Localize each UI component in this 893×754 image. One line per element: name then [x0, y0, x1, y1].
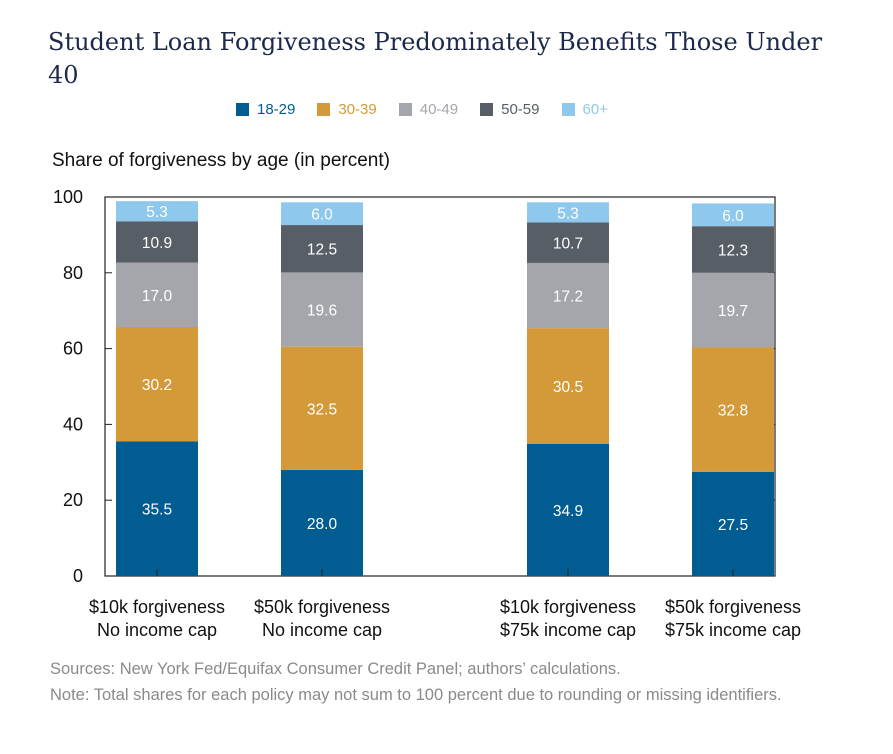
category-label: $10k forgiveness [500, 597, 636, 617]
data-label: 5.3 [146, 204, 168, 221]
bar-segment-30-39 [116, 326, 198, 442]
category-label: $75k income cap [500, 620, 636, 640]
y-tick-label: 40 [63, 414, 83, 434]
data-label: 12.3 [718, 242, 748, 259]
category-label: $50k forgiveness [665, 597, 801, 617]
legend-swatch [480, 103, 494, 116]
plot-frame [104, 196, 776, 577]
bar-segment-50-59 [116, 221, 198, 263]
legend-swatch [317, 103, 331, 116]
chart-title: Student Loan Forgiveness Predominately B… [48, 28, 823, 89]
y-axis-label: Share of forgiveness by age (in percent) [52, 150, 390, 171]
y-tick-label: 60 [63, 339, 83, 359]
bar-segment-60+ [116, 201, 198, 222]
chart-legend: 18-29 30-39 40-49 50-59 60+ [236, 101, 608, 118]
legend-label: 18-29 [257, 101, 296, 118]
bar-segment-18-29 [692, 471, 774, 576]
category-label: No income cap [97, 620, 217, 640]
bar-segment-40-49 [527, 262, 609, 329]
legend-item-18-29: 18-29 [236, 101, 295, 118]
data-label: 6.0 [311, 207, 333, 224]
sources-note: Sources: New York Fed/Equifax Consumer C… [50, 660, 621, 678]
data-label: 19.6 [307, 303, 337, 320]
data-label: 5.3 [557, 205, 579, 222]
data-label: 32.8 [718, 403, 748, 420]
bar-segment-60+ [281, 202, 363, 226]
legend-item-50-59: 50-59 [480, 101, 540, 118]
data-label: 17.0 [142, 288, 173, 305]
stacked-bar-chart: 0 20 40 60 80 100 35.5 30.2 17.0 10.9 5.3 $10k forg… [53, 187, 801, 640]
legend-swatch [561, 103, 575, 116]
category-label: No income cap [262, 620, 382, 640]
data-label: 30.5 [553, 379, 583, 396]
data-label: 28.0 [307, 516, 338, 533]
bar-segment-18-29 [281, 469, 363, 576]
bar-segment-18-29 [527, 443, 609, 576]
category-label: $10k forgiveness [89, 597, 225, 617]
bar-segment-50-59 [527, 222, 609, 263]
rounding-note: Note: Total shares for each policy may n… [50, 686, 782, 704]
bar-segment-40-49 [116, 262, 198, 327]
bar-segment-30-39 [692, 347, 774, 472]
y-tick-label: 0 [73, 566, 83, 586]
legend-item-40-49: 40-49 [398, 101, 459, 118]
legend-label: 60+ [582, 101, 608, 118]
bar-segment-30-39 [527, 328, 609, 444]
data-label: 27.5 [718, 517, 748, 534]
y-tick-label: 20 [63, 490, 83, 510]
data-label: 10.9 [142, 235, 172, 252]
data-label: 35.5 [142, 502, 172, 519]
legend-swatch [398, 103, 412, 116]
chart-footer: Sources: New York Fed/Equifax Consumer C… [50, 656, 850, 708]
bar-segment-60+ [527, 202, 609, 223]
data-label: 34.9 [553, 503, 583, 520]
legend-swatch [236, 103, 249, 116]
data-label: 30.2 [142, 377, 172, 394]
bar-segment-30-39 [281, 346, 363, 470]
bar-segment-50-59 [281, 225, 363, 273]
data-label: 17.2 [553, 289, 583, 306]
data-label: 32.5 [307, 401, 337, 418]
data-label: 6.0 [722, 208, 744, 225]
bar-segment-40-49 [281, 272, 363, 347]
bar-segment-50-59 [692, 226, 774, 273]
legend-label: 50-59 [501, 101, 540, 118]
legend-label: 30-39 [338, 101, 377, 118]
data-label: 10.7 [553, 236, 583, 253]
legend-item-30-39: 30-39 [317, 101, 377, 118]
legend-item-60+: 60+ [561, 101, 608, 118]
y-tick-label: 80 [63, 263, 83, 283]
category-label: $50k forgiveness [254, 597, 390, 617]
bar-segment-40-49 [692, 272, 774, 348]
y-tick-label: 100 [53, 187, 83, 207]
data-label: 19.7 [718, 303, 748, 320]
category-label: $75k income cap [665, 620, 801, 640]
bar-segment-60+ [692, 203, 774, 227]
bar-segment-18-29 [116, 441, 198, 576]
legend-label: 40-49 [419, 101, 459, 118]
data-label: 12.5 [307, 242, 337, 259]
